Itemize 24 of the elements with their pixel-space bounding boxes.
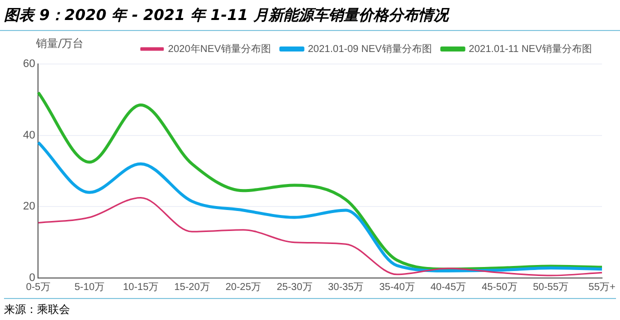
source-note: 来源：乘联会 xyxy=(4,298,616,317)
x-tick-label: 40-45万 xyxy=(430,282,466,293)
x-tick-label: 30-35万 xyxy=(328,282,364,293)
y-tick-label: 60 xyxy=(22,58,36,70)
x-tick-label: 45-50万 xyxy=(482,282,518,293)
line-series xyxy=(36,91,604,271)
x-tick-label: 10-15万 xyxy=(122,282,159,293)
x-tick-label: 55万+ xyxy=(588,282,616,293)
legend-label: 2021.01-09 NEV销量分布图 xyxy=(308,42,432,55)
legend-label: 2020年NEV销量分布图 xyxy=(168,42,271,55)
x-tick-label: 5-10万 xyxy=(74,282,104,293)
y-tick-label: 20 xyxy=(22,200,36,213)
x-tick-label: 25-30万 xyxy=(276,282,312,293)
chart-title: 图表 9：2020 年 - 2021 年 1-11 月新能源车销量价格分布情况 xyxy=(0,0,620,31)
x-tick-label: 20-25万 xyxy=(225,282,262,293)
x-tick-label: 0-5万 xyxy=(26,282,50,293)
line-series xyxy=(36,140,604,272)
x-tick-label: 50-55万 xyxy=(532,282,569,293)
y-tick-label: 0 xyxy=(29,272,36,284)
y-axis-title: 销量/万台 xyxy=(36,36,84,51)
legend-label: 2021.01-11 NEV销量分布图 xyxy=(468,42,592,55)
x-tick-label: 15-20万 xyxy=(174,282,210,293)
x-tick-label: 35-40万 xyxy=(379,282,415,293)
y-tick-label: 40 xyxy=(22,129,36,142)
